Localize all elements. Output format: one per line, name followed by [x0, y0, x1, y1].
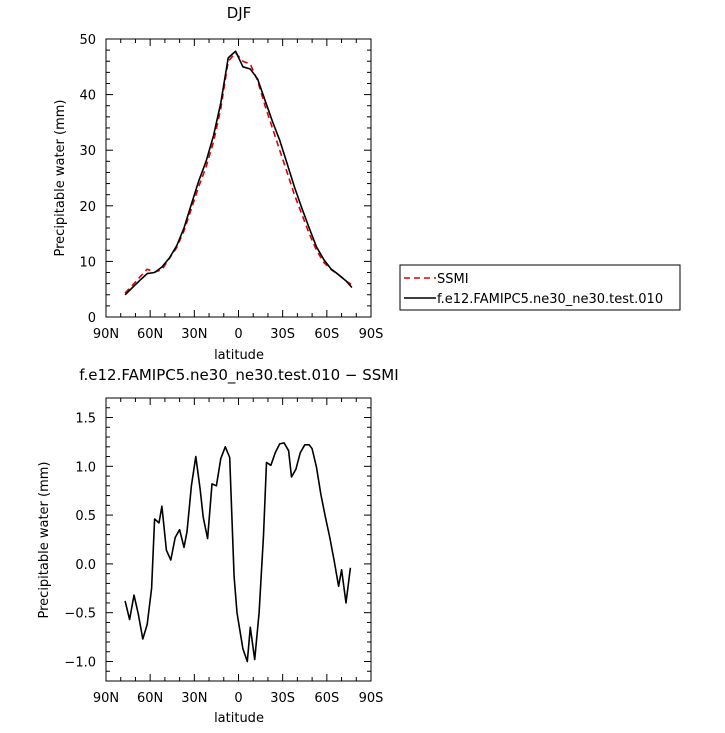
panel-bottom-xtick-label: 90N: [93, 691, 119, 706]
panel-bottom-series: [124, 442, 352, 663]
panel-top-xtick-label: 90N: [93, 327, 119, 342]
panel-bottom-tick-labels: 90N 60N 30N 0 30S 60S 90S −1.0 −0.5 0.0 0.5 1.0 1.5: [64, 412, 383, 706]
panel-top-title: DJF: [227, 4, 252, 22]
panel-bottom-ytick-label: 1.0: [75, 460, 96, 475]
legend-label-model: f.e12.FAMIPC5.ne30_ne30.test.010: [437, 292, 663, 307]
panel-top-xtick-label: 30S: [270, 327, 295, 342]
panel-bottom-xtick-label: 60N: [137, 691, 163, 706]
panel-bottom-xtick-label: 90S: [359, 691, 384, 706]
panel-top-xtick-label: 60N: [137, 327, 163, 342]
panel-top-xtick-label: 30N: [181, 327, 207, 342]
panel-bottom-ytick-label: −0.5: [64, 607, 96, 622]
panel-top-frame: [105, 38, 372, 318]
panel-bottom-ytick-label: 1.5: [75, 412, 96, 427]
panel-bottom-ticks: [105, 397, 372, 682]
panel-bottom-xtick-label: 30S: [270, 691, 295, 706]
panel-top-ytick-label: 20: [79, 200, 96, 215]
panel-top-ytick-label: 50: [79, 33, 96, 48]
panel-top-ytick-label: 0: [88, 311, 96, 326]
panel-top-tick-labels: 90N 60N 30N 0 30S 60S 90S 0 10 20 30 40 50: [79, 33, 383, 342]
panel-bottom-xtick-label: 60S: [314, 691, 339, 706]
panel-top-series-line-0: [124, 52, 353, 294]
panel-top: DJF 90N 60N 30N 0 30S 60S 90S 0 10 20 30 40 50 latit…: [53, 4, 383, 363]
panel-bottom-series-line-0: [124, 442, 352, 663]
panel-top-series-line-1: [124, 50, 353, 296]
panel-top-ytick-label: 40: [79, 89, 96, 104]
panel-bottom-xtick-label: 0: [234, 691, 242, 706]
panel-top-ytick-label: 10: [79, 255, 96, 270]
panel-top-ylabel: Precipitable water (mm): [53, 100, 68, 257]
panel-bottom-ytick-label: 0.5: [75, 509, 96, 524]
panel-top-xtick-label: 60S: [314, 327, 339, 342]
panel-bottom: f.e12.FAMIPC5.ne30_ne30.test.010 − SSMI …: [37, 366, 399, 726]
legend-box: [399, 264, 681, 311]
panel-top-xtick-label: 90S: [359, 327, 384, 342]
panel-bottom-xtick-label: 30N: [181, 691, 207, 706]
panel-bottom-ytick-label: −1.0: [64, 655, 96, 670]
legend-label-ssmi: SSMI: [437, 272, 469, 287]
panel-top-series: [124, 50, 353, 296]
panel-top-xlabel: latitude: [214, 348, 264, 363]
panel-top-ytick-label: 30: [79, 144, 96, 159]
legend: SSMI f.e12.FAMIPC5.ne30_ne30.test.010: [399, 264, 681, 311]
panel-bottom-title: f.e12.FAMIPC5.ne30_ne30.test.010 − SSMI: [79, 366, 398, 385]
panel-bottom-xlabel: latitude: [214, 711, 264, 726]
panel-bottom-frame: [105, 397, 372, 682]
panel-bottom-ytick-label: 0.0: [75, 558, 96, 573]
panel-top-xtick-label: 0: [234, 327, 242, 342]
panel-bottom-ylabel: Precipitable water (mm): [37, 462, 52, 619]
